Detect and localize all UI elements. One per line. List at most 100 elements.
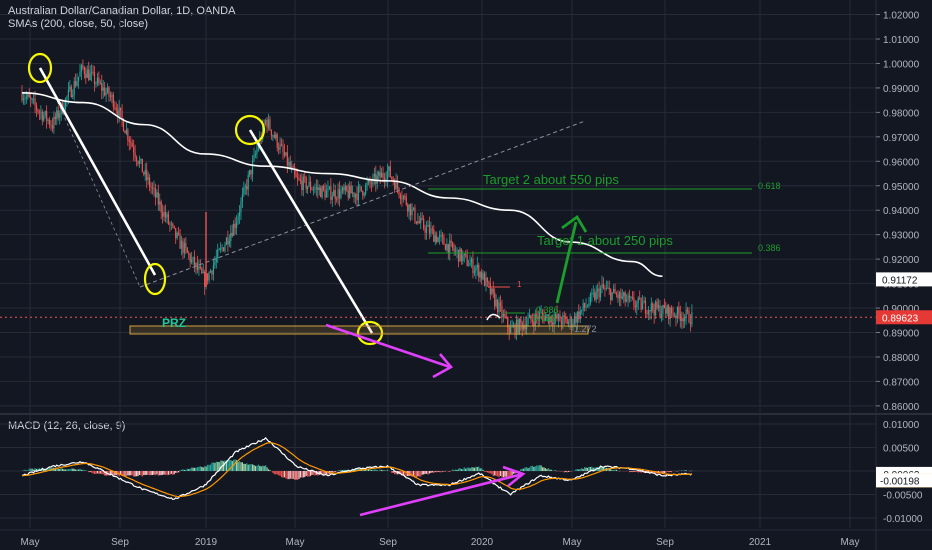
candle-body	[262, 124, 264, 140]
candle-body	[508, 327, 510, 333]
candle-body	[122, 119, 125, 132]
macd-histogram-bar	[276, 471, 278, 475]
macd-histogram-bar	[375, 469, 377, 471]
macd-histogram-bar	[433, 471, 435, 474]
candle-body	[447, 244, 449, 254]
swing-circle	[356, 320, 384, 346]
macd-histogram-bar	[483, 471, 486, 472]
candle-body	[644, 300, 647, 314]
candle-body	[434, 235, 436, 242]
macd-histogram-bar	[224, 460, 226, 471]
macd-histogram-bar	[544, 468, 547, 471]
candle-body	[66, 96, 68, 99]
candle-body	[382, 172, 384, 178]
sma-indicator-label[interactable]: SMAs (200, close, 50, close)	[8, 18, 149, 30]
candle-body	[597, 288, 599, 291]
macd-histogram-bar	[282, 471, 284, 478]
macd-histogram-bar	[253, 464, 255, 471]
candle-body	[343, 187, 345, 191]
macd-histogram-bar	[247, 464, 249, 471]
macd-histogram-bar	[125, 471, 127, 477]
candle-body	[533, 321, 535, 326]
macd-histogram-bar	[631, 471, 634, 473]
candle-body	[46, 111, 48, 121]
candle-body	[265, 120, 267, 125]
candle-body	[354, 194, 357, 198]
candle-body	[379, 172, 381, 178]
macd-histogram-bar	[241, 462, 243, 471]
macd-histogram-bar	[423, 471, 425, 475]
candle-body	[668, 305, 670, 320]
macd-histogram-bar	[169, 471, 171, 475]
macd-histogram-bar	[244, 464, 246, 471]
candle-body	[157, 192, 159, 205]
x-tick-label: May	[563, 537, 582, 548]
macd-histogram-bar	[82, 469, 84, 471]
fib-1-label: 1	[517, 280, 522, 289]
candle-body	[89, 73, 91, 81]
candle-body	[176, 232, 178, 239]
candle-body	[182, 240, 184, 254]
candle-body	[404, 196, 406, 197]
macd-histogram-bar	[447, 471, 449, 472]
candle-body	[579, 310, 581, 320]
candle-body	[534, 313, 536, 326]
candle-body	[591, 293, 593, 295]
candle-body	[48, 119, 51, 125]
macd-histogram-bar	[62, 468, 64, 471]
candle-body	[257, 147, 259, 150]
macd-histogram-bar	[251, 464, 254, 471]
macd-histogram-bar	[288, 471, 290, 480]
macd-histogram-bar	[265, 465, 267, 471]
candle-body	[276, 134, 278, 148]
macd-indicator-label[interactable]: MACD (12, 26, close, 9)	[8, 420, 126, 432]
candle-body	[38, 111, 40, 113]
macd-histogram-bar	[610, 469, 612, 471]
candle-body	[476, 264, 478, 269]
candle-body	[166, 214, 168, 218]
candle-body	[375, 173, 377, 184]
candle-body	[457, 250, 460, 262]
candle-body	[167, 214, 170, 224]
macd-histogram-bar	[636, 471, 638, 473]
candle-body	[99, 83, 101, 84]
macd-histogram-bar	[404, 471, 406, 476]
candle-body	[360, 186, 362, 191]
macd-histogram-bar	[294, 471, 296, 480]
candle-body	[568, 322, 570, 325]
candle-body	[669, 307, 671, 320]
candle-body	[70, 86, 72, 98]
macd-histogram-bar	[34, 468, 36, 471]
candle-body	[314, 188, 316, 190]
macd-histogram-bar	[608, 468, 610, 471]
candle-body	[686, 309, 689, 311]
macd-histogram-bar	[179, 470, 181, 471]
macd-histogram-bar	[215, 461, 217, 471]
macd-histogram-bar	[460, 469, 462, 471]
candle-body	[285, 152, 287, 156]
macd-histogram-bar	[308, 471, 310, 477]
macd-histogram-bar	[202, 467, 204, 471]
candle-body	[617, 294, 619, 299]
macd-histogram-bar	[528, 467, 531, 471]
x-tick-label: Sep	[111, 537, 129, 548]
candle-body	[657, 305, 660, 309]
macd-histogram-bar	[482, 469, 484, 471]
candle-body	[523, 324, 525, 330]
candle-body	[615, 293, 618, 295]
candle-body	[233, 223, 235, 236]
macd-histogram-bar	[260, 466, 262, 471]
fib-618-upper: 0.618	[758, 181, 781, 191]
macd-histogram-bar	[176, 471, 178, 474]
y-tick-label: 0.92000	[883, 255, 920, 266]
candle-body	[557, 314, 560, 320]
prz-zone	[129, 325, 589, 335]
candle-body	[118, 107, 120, 117]
macd-histogram-bar	[589, 466, 591, 471]
candle-body	[164, 211, 167, 218]
macd-histogram-bar	[35, 468, 38, 471]
candle-body	[678, 307, 680, 314]
candle-body	[584, 303, 586, 308]
macd-histogram-bar	[611, 470, 613, 471]
